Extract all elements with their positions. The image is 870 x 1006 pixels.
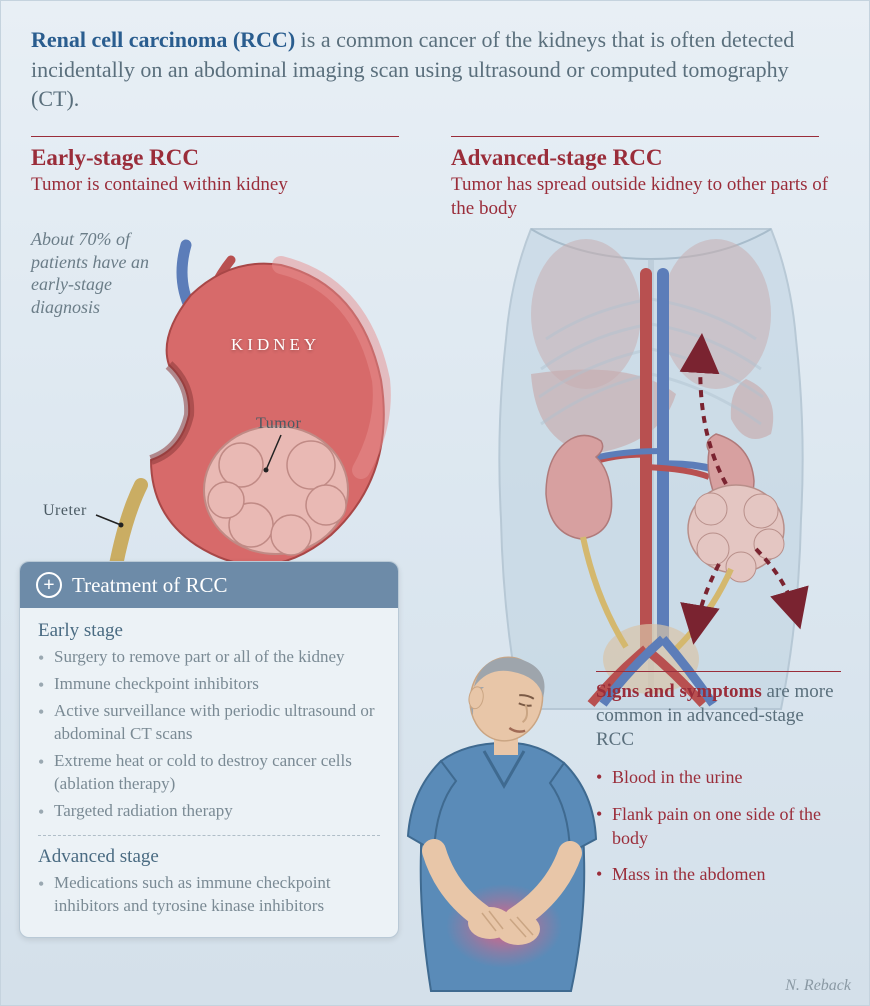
early-stat: About 70% of patients have an early-stag…	[31, 228, 181, 318]
treatment-title: Treatment of RCC	[72, 573, 228, 598]
advanced-subheading: Tumor has spread outside kidney to other…	[451, 173, 851, 221]
intro-paragraph: Renal cell carcinoma (RCC) is a common c…	[1, 1, 869, 128]
early-rule	[31, 136, 399, 137]
symptoms-lead-emph: Signs and symptoms	[596, 681, 762, 702]
kidney-label: KIDNEY	[231, 335, 320, 355]
patient-svg	[386, 641, 616, 1001]
symptom-item: Flank pain on one side of the body	[596, 802, 841, 851]
treatment-item: Immune checkpoint inhibitors	[38, 673, 380, 696]
ureter-label: Ureter	[43, 502, 87, 520]
advanced-rule	[451, 136, 819, 137]
symptom-item: Blood in the urine	[596, 765, 841, 789]
advanced-stage-column: Advanced-stage RCC Tumor has spread outs…	[451, 128, 851, 699]
treatment-early-head: Early stage	[38, 620, 380, 642]
treatment-item: Active surveillance with periodic ultras…	[38, 700, 380, 746]
symptoms-rule	[596, 671, 841, 672]
treatment-item: Medications such as immune checkpoint in…	[38, 872, 380, 918]
symptom-list: Blood in the urine Flank pain on one sid…	[596, 765, 841, 886]
advanced-heading: Advanced-stage RCC	[451, 145, 851, 171]
treatment-early-list: Surgery to remove part or all of the kid…	[38, 646, 380, 823]
early-heading: Early-stage RCC	[31, 145, 431, 171]
tumor-label: Tumor	[256, 415, 301, 433]
torso-illustration	[451, 219, 851, 699]
medical-plus-icon: +	[36, 572, 62, 598]
symptoms-lead: Signs and symptoms are more common in ad…	[596, 680, 841, 751]
treatment-box: + Treatment of RCC Early stage Surgery t…	[19, 561, 399, 938]
intro-title: Renal cell carcinoma (RCC)	[31, 27, 295, 52]
treatment-header: + Treatment of RCC	[20, 562, 398, 608]
treatment-item: Targeted radiation therapy	[38, 800, 380, 823]
early-subheading: Tumor is contained within kidney	[31, 173, 431, 197]
treatment-advanced-head: Advanced stage	[38, 846, 380, 868]
treatment-advanced-list: Medications such as immune checkpoint in…	[38, 872, 380, 918]
patient-illustration	[386, 641, 616, 991]
symptom-item: Mass in the abdomen	[596, 862, 841, 886]
artist-signature: N. Reback	[785, 977, 851, 995]
treatment-divider	[38, 835, 380, 836]
treatment-body: Early stage Surgery to remove part or al…	[20, 608, 398, 937]
treatment-item: Surgery to remove part or all of the kid…	[38, 646, 380, 669]
symptoms-block: Signs and symptoms are more common in ad…	[596, 671, 841, 898]
treatment-item: Extreme heat or cold to destroy cancer c…	[38, 750, 380, 796]
